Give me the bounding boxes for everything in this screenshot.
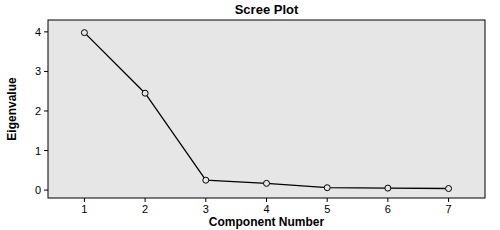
x-tick: [266, 198, 267, 202]
x-tick-label: 5: [324, 203, 330, 215]
point: [81, 30, 87, 36]
line: [84, 33, 448, 189]
y-tick: [44, 31, 48, 32]
title: Scree Plot: [235, 2, 299, 17]
y-tick-label: 2: [35, 105, 41, 117]
y-tick-label: 3: [35, 65, 41, 77]
chart-svg: Scree Plot 0 1 2 3 4 1 2 3 4 5 6 7 Component Number Ei…: [0, 0, 500, 230]
point: [203, 177, 209, 183]
x-tick: [205, 198, 206, 202]
plot-frame: [48, 20, 485, 198]
y-tick-label: 4: [35, 26, 41, 38]
y-tick-label: 1: [35, 145, 41, 157]
y-tick: [44, 190, 48, 191]
point: [264, 180, 270, 186]
y-tick: [44, 110, 48, 111]
x-tick: [327, 198, 328, 202]
x-axis-label: Component Number: [209, 215, 325, 229]
x-tick-label: 2: [142, 203, 148, 215]
x-tick: [84, 198, 85, 202]
x-tick-label: 6: [385, 203, 391, 215]
y-tick-label: 0: [35, 184, 41, 196]
point: [324, 185, 330, 191]
x-tick: [387, 198, 388, 202]
x-tick-label: 7: [446, 203, 452, 215]
x-tick-label: 4: [263, 203, 269, 215]
chart-container: Scree Plot 0 1 2 3 4 1 2 3 4 5 6 7 Component Number Ei…: [0, 0, 500, 230]
plot-data: [81, 30, 451, 192]
y-axis-label: Eigenvalue: [5, 77, 19, 141]
x-tick: [145, 198, 146, 202]
point: [385, 185, 391, 191]
y-tick: [44, 71, 48, 72]
point: [142, 90, 148, 96]
x-tick: [448, 198, 449, 202]
y-tick: [44, 150, 48, 151]
x-tick-label: 1: [81, 203, 87, 215]
x-tick-label: 3: [203, 203, 209, 215]
point: [446, 186, 452, 192]
